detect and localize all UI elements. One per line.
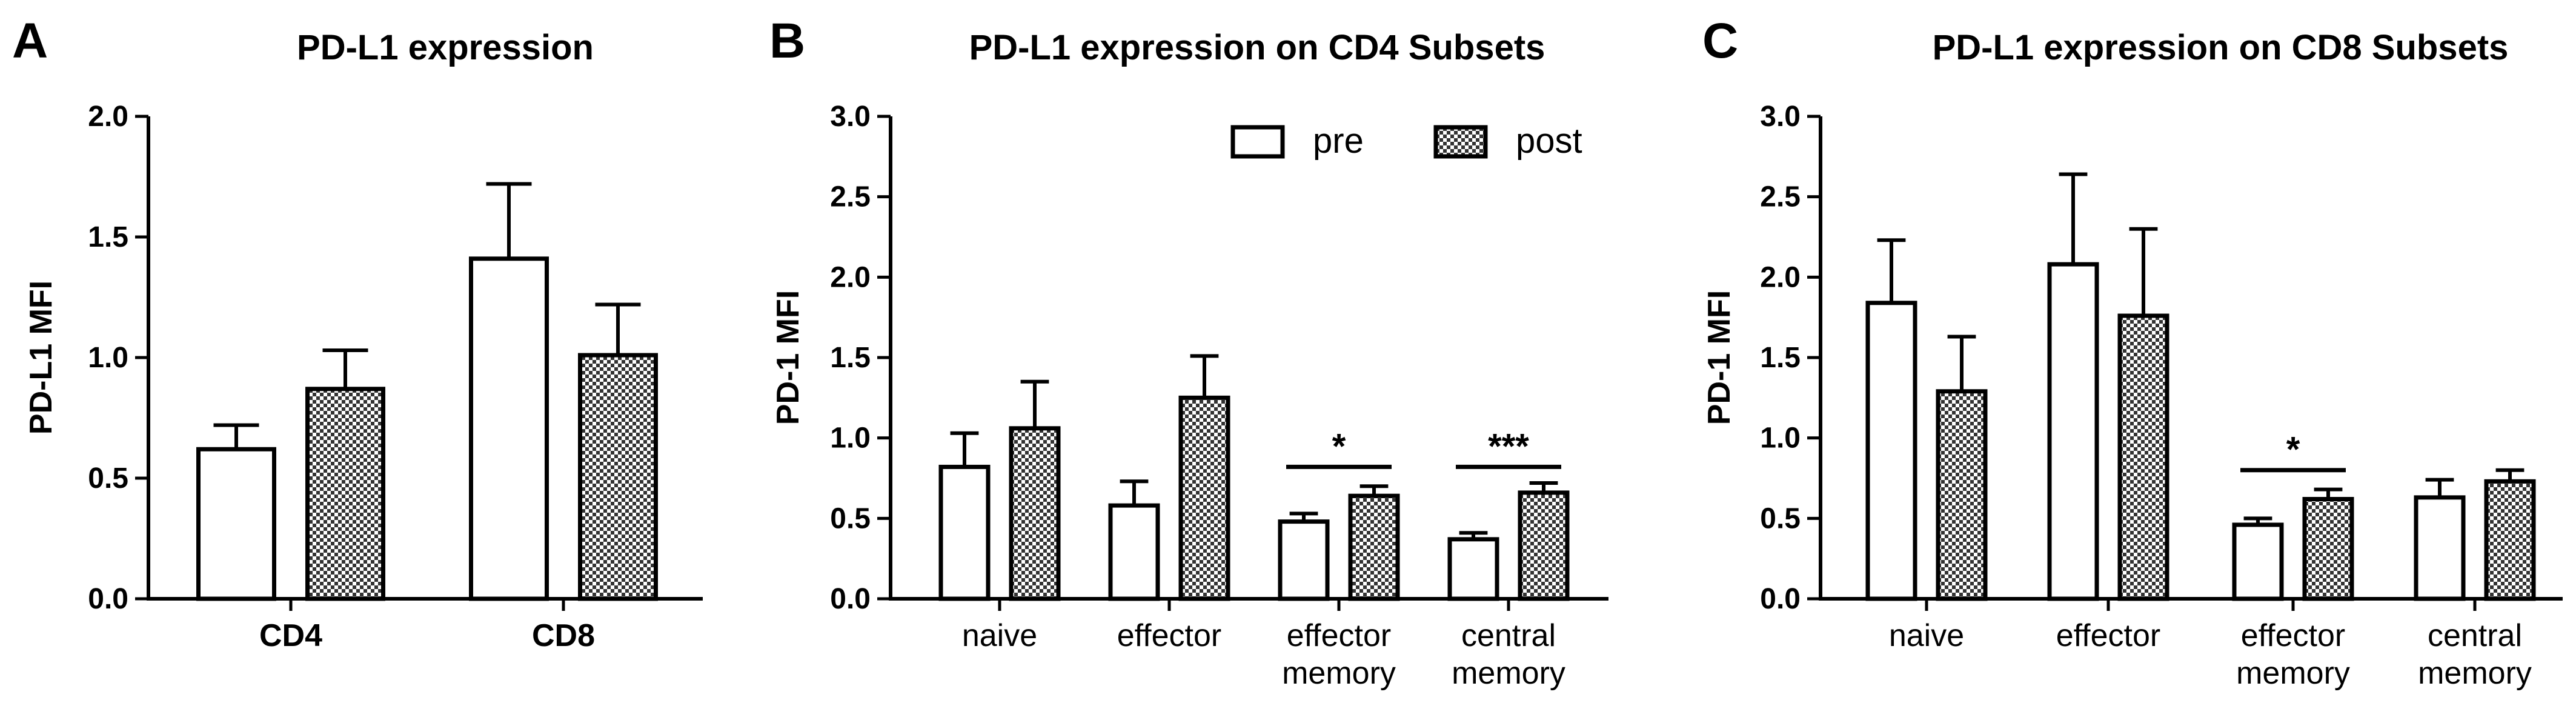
panel-title: PD-L1 expression — [297, 28, 594, 67]
y-tick-label: 0.0 — [830, 583, 871, 615]
legend-swatch-post — [1433, 125, 1488, 159]
bar-post — [1936, 389, 1988, 601]
y-tick-label: 1.0 — [88, 342, 128, 374]
x-tick-label: CD4 — [259, 618, 322, 653]
significance-marker: * — [1332, 427, 1346, 466]
legend-label-post: post — [1516, 121, 1582, 161]
y-axis-label: PD-1 MFI — [1702, 290, 1737, 425]
y-tick-label: 1.5 — [88, 221, 128, 253]
bar-post — [1518, 490, 1570, 601]
bar-pre — [2232, 522, 2284, 601]
y-tick-label: 0.0 — [1760, 583, 1801, 615]
y-tick-label: 0.5 — [88, 462, 128, 495]
legend-swatch-pre — [1230, 125, 1285, 159]
bar-post — [578, 353, 658, 601]
bar-pre — [2414, 495, 2466, 601]
x-tick-label: memory — [1282, 656, 1396, 691]
panel-title: PD-L1 expression on CD4 Subsets — [969, 28, 1545, 67]
x-tick-label: effector — [2056, 618, 2160, 653]
x-tick-label: naive — [962, 618, 1037, 653]
bar-post — [1009, 426, 1061, 601]
y-axis-label: PD-L1 MFI — [24, 281, 59, 435]
x-tick-label: central — [1461, 618, 1556, 653]
y-tick-label: 1.5 — [1760, 342, 1801, 374]
bar-pre — [938, 464, 991, 601]
bar-post — [1348, 493, 1400, 601]
y-tick-label: 2.0 — [1760, 261, 1801, 293]
panel-letter: B — [769, 13, 805, 68]
bar-pre — [2047, 262, 2099, 601]
y-tick-label: 2.5 — [1760, 181, 1801, 213]
y-tick-label: 2.0 — [830, 261, 871, 293]
bar-pre — [469, 256, 549, 601]
y-tick-label: 1.5 — [830, 342, 871, 374]
y-tick-label: 0.5 — [1760, 502, 1801, 535]
x-tick-label: memory — [2418, 656, 2532, 691]
y-tick-label: 1.0 — [1760, 422, 1801, 455]
bar-pre — [1865, 301, 1917, 601]
panel-b: B PD-L1 expression on CD4 Subsets 0.0 0.5 1.… — [769, 13, 1608, 691]
bar-pre — [1108, 503, 1160, 601]
y-tick-label: 2.0 — [88, 101, 128, 133]
x-tick-label: effector — [1287, 618, 1391, 653]
y-axis-label: PD-1 MFI — [771, 290, 806, 425]
significance-marker: *** — [1488, 427, 1529, 466]
panel-letter: C — [1702, 13, 1738, 68]
x-tick-label: effector — [1117, 618, 1221, 653]
bar-pre — [1278, 519, 1330, 601]
x-tick-label: central — [2428, 618, 2522, 653]
y-tick-label: 2.5 — [830, 181, 871, 213]
x-tick-label: memory — [1452, 656, 1565, 691]
panel-title: PD-L1 expression on CD8 Subsets — [1933, 28, 2509, 67]
significance-marker: * — [2286, 430, 2300, 470]
panel-letter: A — [12, 13, 48, 68]
y-tick-label: 3.0 — [1760, 101, 1801, 133]
y-tick-label: 0.5 — [830, 502, 871, 535]
legend-label-pre: pre — [1313, 121, 1364, 161]
bar-post — [2484, 479, 2536, 601]
bar-post — [1178, 395, 1230, 601]
panel-c: C PD-L1 expression on CD8 Subsets 0.0 0.5 1.… — [1702, 13, 2563, 691]
bar-post — [2117, 313, 2169, 601]
x-tick-label: CD8 — [532, 618, 595, 653]
panel-a: A PD-L1 expression 0.0 0.5 1.0 1.5 2.0 PD-L1 MF… — [12, 13, 703, 653]
bar-pre — [1447, 537, 1499, 601]
y-tick-label: 1.0 — [830, 422, 871, 455]
y-tick-label: 3.0 — [830, 101, 871, 133]
bar-post — [2302, 496, 2354, 601]
y-tick-label: 0.0 — [88, 583, 128, 615]
legend: pre post — [1230, 121, 1582, 161]
bar-pre — [196, 447, 276, 601]
x-tick-label: naive — [1889, 618, 1964, 653]
x-tick-label: effector — [2241, 618, 2345, 653]
bar-post — [305, 387, 385, 601]
x-tick-label: memory — [2236, 656, 2350, 691]
